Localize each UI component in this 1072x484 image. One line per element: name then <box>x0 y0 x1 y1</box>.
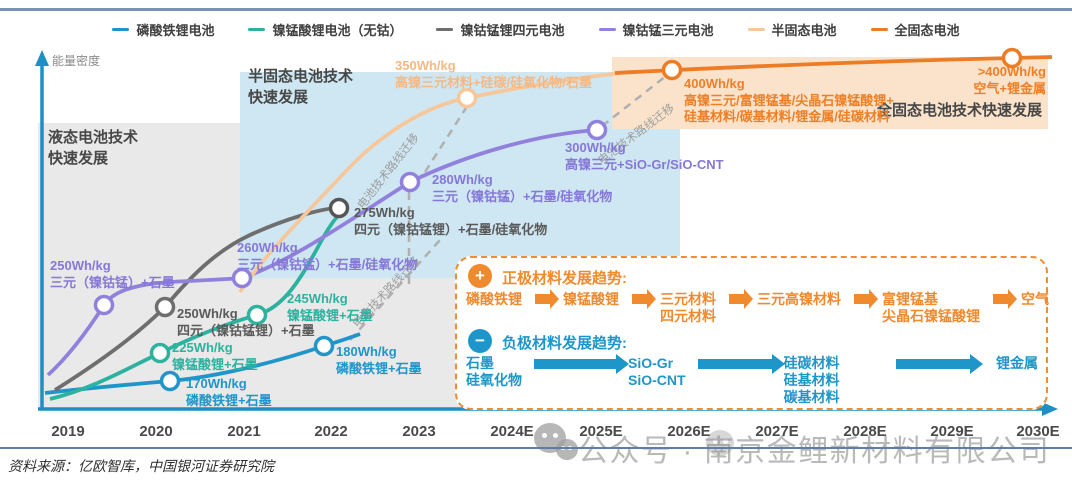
label-ternary-280: 280Wh/kg 三元（镍钴锰）+石墨/硅氧化物 <box>432 172 613 204</box>
label-all-solid-400plus: >400Wh/kg 空气+锂金属 <box>973 64 1046 96</box>
x-tick-2025e: 2025E <box>579 423 623 440</box>
x-tick-2028e: 2028E <box>843 423 887 440</box>
anode-item-1: SiO-Gr SiO-CNT <box>628 355 686 388</box>
x-tick-2023: 2023 <box>402 423 436 440</box>
marker-ternary-280 <box>399 171 421 193</box>
legend-item-ternary: 镍钴锰三元电池 <box>598 20 714 39</box>
label-ternary-300: 300Wh/kg 高镍三元+SiO-Gr/SiO-CNT <box>565 140 724 172</box>
legend-swatch-quaternary <box>436 27 454 32</box>
legend-item-all-solid: 全固态电池 <box>870 20 960 39</box>
long-right-arrow-icon <box>697 354 785 374</box>
legend-item-semi-solid: 半固态电池 <box>747 20 837 39</box>
legend-item-lnmo: 镍锰酸锂电池（无钴） <box>248 20 402 39</box>
right-arrow-icon <box>729 289 753 309</box>
legend-swatch-semi-solid <box>747 27 765 32</box>
curve-lfp <box>44 332 361 395</box>
x-tick-2024e: 2024E <box>490 423 534 440</box>
marker-semi-solid-350 <box>456 87 478 109</box>
material-trend-box <box>455 256 1048 410</box>
legend-label-quaternary: 镍钴锰锂四元电池 <box>460 23 565 38</box>
top-divider <box>0 8 1072 11</box>
cathode-trend-title: 正极材料发展趋势: <box>502 270 627 287</box>
label-lnmo-225: 225Wh/kg 镍锰酸锂+石墨 <box>172 340 258 372</box>
marker-all-solid-400plus <box>1001 47 1023 69</box>
label-ternary-260: 260Wh/kg 三元（镍钴锰）+石墨/硅氧化物 <box>237 240 418 272</box>
marker-lnmo-245 <box>246 304 268 326</box>
marker-lnmo-225 <box>149 342 171 364</box>
label-semi-solid-350: 350Wh/kg 高镍三元材料+硅碳/硅氧化物/石墨 <box>395 58 592 90</box>
x-tick-2029e: 2029E <box>930 423 974 440</box>
legend-label-lfp: 磷酸铁锂电池 <box>136 23 215 38</box>
anode-item-3: 锂金属 <box>996 355 1038 371</box>
x-axis-arrow <box>1042 402 1058 416</box>
label-lnmo-245: 245Wh/kg 镍锰酸锂+石墨 <box>287 291 373 323</box>
migration-dash-lower <box>349 239 441 341</box>
region-title-liquid: 液态电池技术 快速发展 <box>48 129 139 167</box>
legend-label-ternary: 镍钴锰三元电池 <box>622 23 714 38</box>
legend-swatch-all-solid <box>870 27 888 32</box>
legend-swatch-ternary <box>598 27 616 32</box>
region-title-all-solid: 全固态电池技术快速发展 <box>876 102 1042 119</box>
anode-item-2: 硅碳材料 硅基材料 碳基材料 <box>783 355 840 405</box>
right-arrow-icon <box>535 289 559 309</box>
right-arrow-icon <box>854 289 878 309</box>
marker-ternary-300 <box>586 119 608 141</box>
legend-label-all-solid: 全固态电池 <box>894 23 960 38</box>
legend-item-quaternary: 镍钴锰锂四元电池 <box>436 20 565 39</box>
y-axis-label: 能量密度 <box>52 54 101 68</box>
x-tick-2026e: 2026E <box>667 423 711 440</box>
y-axis-arrow <box>35 50 49 66</box>
cathode-trend-row: 磷酸铁锂 镍锰酸锂 三元材料 四元材料 三元高镍材料 富锂锰基 尖晶石镍锰酸锂 … <box>466 289 1049 325</box>
marker-ternary-260 <box>231 267 253 289</box>
marker-quaternary-275 <box>328 197 350 219</box>
marker-ternary-250 <box>93 294 115 316</box>
legend-swatch-lfp <box>112 27 130 32</box>
marker-lfp-170 <box>159 370 181 392</box>
x-tick-2019: 2019 <box>51 423 85 440</box>
long-right-arrow-icon <box>534 354 629 374</box>
cathode-item-1: 镍锰酸锂 <box>563 291 619 307</box>
x-tick-2022: 2022 <box>314 423 348 440</box>
source-note: 资料来源：亿欧智库，中国银河证券研究院 <box>8 460 274 475</box>
x-tick-2030e: 2030E <box>1016 423 1060 440</box>
cathode-item-0: 磷酸铁锂 <box>466 291 522 307</box>
right-arrow-icon <box>632 289 656 309</box>
legend-label-lnmo: 镍锰酸锂电池（无钴） <box>272 23 403 38</box>
region-title-semi-solid: 半固态电池技术 快速发展 <box>248 68 354 106</box>
watermark: 公众号 · 南京金鲤新材料有限公司 <box>578 435 1051 468</box>
right-arrow-icon <box>993 289 1017 309</box>
label-lfp-170: 170Wh/kg 磷酸铁锂+石墨 <box>186 376 272 408</box>
migration-dash-mid <box>423 107 468 173</box>
anode-trend-row: 石墨 硅氧化物 SiO-Gr SiO-CNT 硅碳材料 硅基材料 碳基材料 锂金… <box>466 354 1038 406</box>
cathode-item-4: 富锂锰基 尖晶石镍锰酸锂 <box>882 291 980 324</box>
minus-icon: − <box>468 329 492 353</box>
x-tick-2021: 2021 <box>227 423 261 440</box>
legend-swatch-lnmo <box>248 27 266 32</box>
anode-item-0: 石墨 硅氧化物 <box>466 355 522 388</box>
legend-label-semi-solid: 半固态电池 <box>771 23 837 38</box>
legend: 磷酸铁锂电池 镍锰酸锂电池（无钴） 镍钴锰锂四元电池 镍钴锰三元电池 半固态电池… <box>0 20 1072 39</box>
bottom-divider <box>0 447 1072 449</box>
marker-all-solid-400 <box>661 59 683 81</box>
label-lfp-180: 180Wh/kg 磷酸铁锂+石墨 <box>336 344 422 376</box>
curve-semi-solid <box>238 70 629 294</box>
label-quaternary-275: 275Wh/kg 四元（镍钴锰锂）+石墨/硅氧化物 <box>354 205 548 237</box>
label-quaternary-250: 250Wh/kg 四元（镍钴锰锂）+石墨 <box>177 306 315 338</box>
plus-icon: + <box>468 264 492 288</box>
marker-lfp-180 <box>313 335 335 357</box>
cathode-item-3: 三元高镍材料 <box>757 291 841 307</box>
label-ternary-250: 250Wh/kg 三元（镍钴锰）+石墨 <box>50 258 175 290</box>
legend-item-lfp: 磷酸铁锂电池 <box>112 20 214 39</box>
x-tick-2020: 2020 <box>139 423 173 440</box>
label-all-solid-400: 400Wh/kg 高镍三元/富锂锰基/尖晶石镍锰酸锂+ 硅基材料/碳基材料/锂金… <box>684 76 894 124</box>
cathode-item-2: 三元材料 四元材料 <box>660 291 716 324</box>
marker-quaternary-250 <box>154 296 176 318</box>
long-right-arrow-icon <box>896 354 983 374</box>
curve-quaternary <box>53 206 340 392</box>
x-tick-2027e: 2027E <box>755 423 799 440</box>
anode-trend-title: 负极材料发展趋势: <box>502 335 627 352</box>
cathode-item-5: 空气 <box>1021 291 1049 307</box>
wechat-icon <box>706 430 734 456</box>
